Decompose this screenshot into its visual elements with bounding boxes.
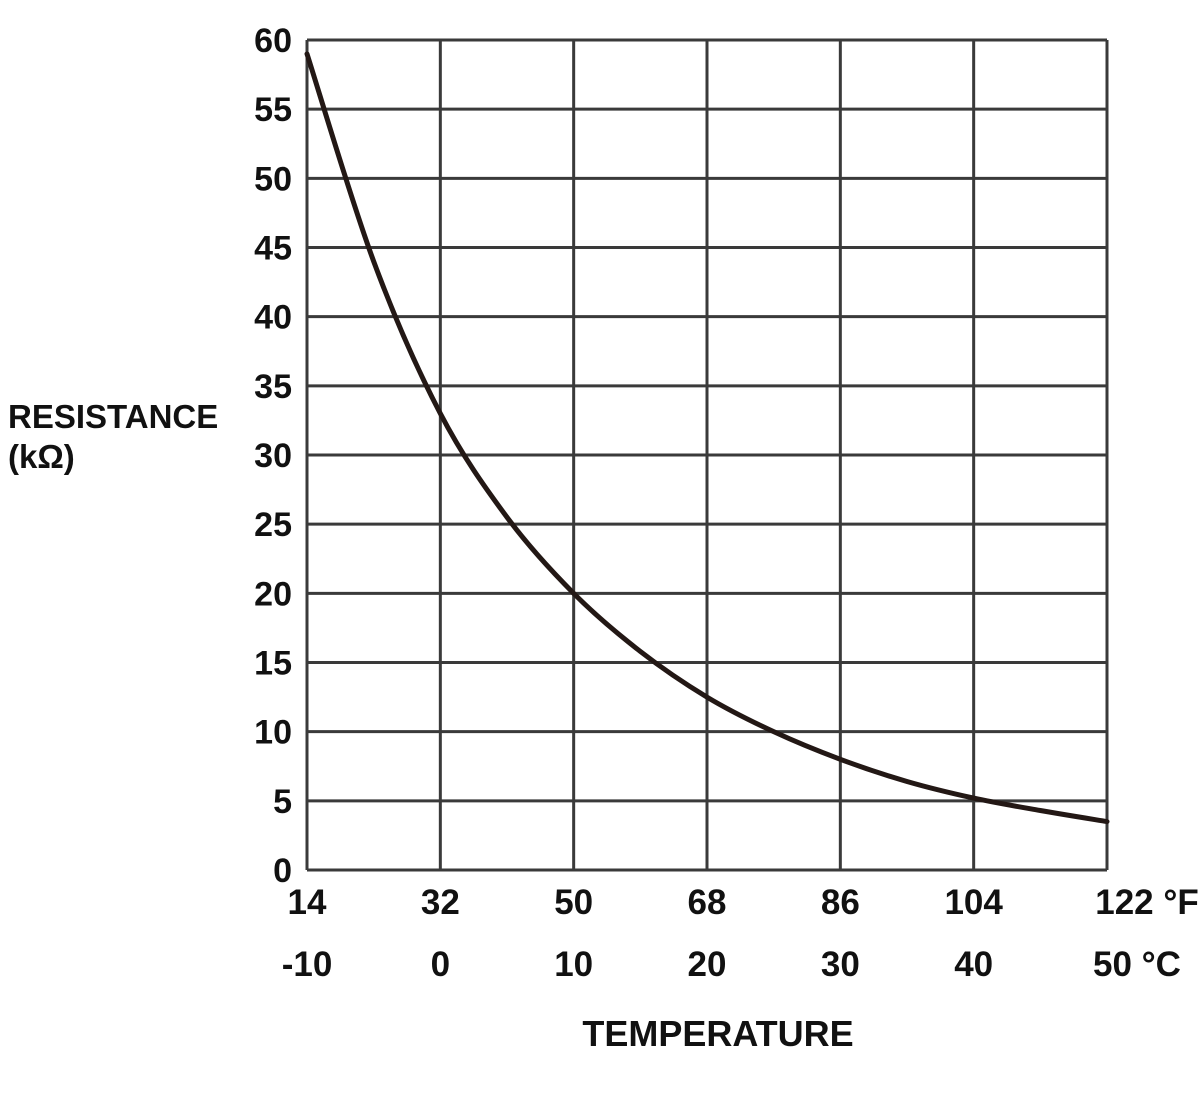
y-axis-label-line1: RESISTANCE (8, 398, 218, 435)
y-tick-label: 30 (254, 437, 292, 475)
x-tick-label-celsius: 50 °C (1093, 945, 1181, 984)
data-point (507, 517, 508, 518)
y-tick-label: 40 (254, 299, 292, 337)
data-point (1040, 810, 1041, 811)
y-tick-label: 55 (254, 91, 292, 129)
x-tick-label-fahrenheit: 104 (944, 883, 1003, 922)
x-tick-label-celsius: 20 (688, 945, 727, 984)
y-tick-label: 5 (273, 783, 292, 821)
data-point (907, 781, 908, 782)
y-tick-label: 0 (273, 852, 292, 890)
x-tick-label-fahrenheit: 68 (688, 883, 727, 922)
y-tick-label: 15 (254, 645, 292, 683)
x-tick-label-fahrenheit: 32 (421, 883, 460, 922)
series-layer (304, 51, 1110, 825)
data-point (840, 759, 841, 760)
data-point (707, 697, 708, 698)
y-axis-label-line2: (kΩ) (8, 438, 75, 475)
data-point (573, 593, 574, 594)
x-tick-label-fahrenheit: 14 (288, 883, 327, 922)
data-point (973, 798, 974, 799)
data-point (640, 651, 641, 652)
series-line-resistance (304, 51, 1110, 825)
x-tick-label-fahrenheit: 50 (554, 883, 593, 922)
x-tick-label-fahrenheit: 122 °F (1095, 883, 1199, 922)
x-tick-label-fahrenheit: 86 (821, 883, 860, 922)
x-tick-label-celsius: -10 (282, 945, 333, 984)
x-tick-label-celsius: 0 (431, 945, 450, 984)
y-tick-labels: 0 5 10 15 20 25 30 35 40 45 50 55 60 (254, 22, 292, 890)
data-point (373, 261, 374, 262)
data-point (440, 413, 441, 414)
data-point (773, 731, 774, 732)
x-tick-label-celsius: 30 (821, 945, 860, 984)
y-tick-label: 50 (254, 160, 292, 198)
x-tick-label-celsius: 10 (554, 945, 593, 984)
data-point (307, 53, 308, 54)
y-tick-label: 60 (254, 22, 292, 60)
grid (305, 38, 1109, 872)
y-tick-label: 20 (254, 575, 292, 613)
data-point (1107, 821, 1108, 822)
x-tick-labels: 14 -10 32 0 50 10 68 20 86 30 104 40 122 °F 50 °C (282, 883, 1199, 984)
y-tick-label: 25 (254, 506, 292, 544)
y-tick-label: 10 (254, 714, 292, 752)
y-tick-label: 45 (254, 230, 292, 268)
x-axis-label: TEMPERATURE (582, 1013, 853, 1054)
x-tick-label-celsius: 40 (954, 945, 993, 984)
y-tick-label: 35 (254, 368, 292, 406)
